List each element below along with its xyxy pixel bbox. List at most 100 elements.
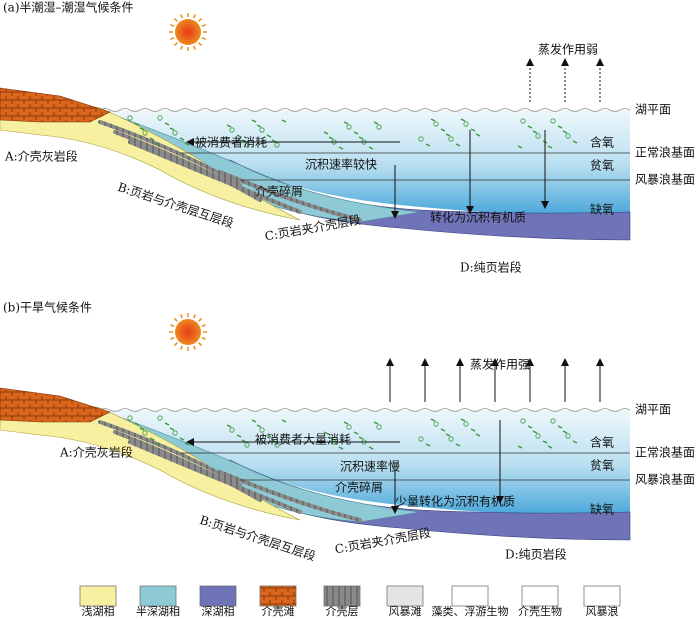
plankton	[535, 133, 541, 139]
plankton	[550, 118, 556, 124]
plankton	[259, 427, 265, 433]
sun-ray	[174, 42, 178, 46]
legend-label: 介壳生物	[518, 604, 562, 618]
plankton	[229, 427, 235, 433]
algae	[572, 440, 578, 444]
algae	[149, 437, 155, 441]
algae	[251, 119, 257, 123]
plankton	[565, 133, 571, 139]
algae	[470, 128, 476, 132]
sun	[175, 19, 201, 45]
plankton	[535, 433, 541, 439]
algae	[470, 428, 476, 432]
water	[100, 110, 630, 220]
boundary-label: 风暴浪基面	[635, 472, 695, 487]
lake-surface	[99, 108, 631, 112]
algae	[169, 427, 175, 431]
algae	[226, 424, 232, 428]
algae	[353, 431, 359, 435]
zone-label: 贫氧	[590, 158, 614, 173]
algae	[455, 143, 461, 147]
shell-layer	[218, 470, 362, 522]
panel-title: (b)干旱气候条件	[3, 300, 92, 315]
algae	[557, 425, 563, 429]
plankton	[172, 130, 178, 136]
algae	[460, 118, 466, 122]
algae	[139, 127, 145, 131]
shell-bank	[0, 87, 111, 123]
plankton	[229, 127, 235, 133]
shell-bank	[0, 387, 111, 423]
algae	[368, 446, 374, 450]
plankton	[433, 121, 439, 127]
algae	[527, 125, 533, 129]
sun-ray	[180, 45, 183, 50]
sun-ray	[180, 14, 183, 19]
plankton	[346, 124, 352, 130]
algae	[164, 422, 170, 426]
plankton	[157, 415, 163, 421]
algae	[251, 419, 257, 423]
plankton	[274, 442, 280, 448]
legend-label: 半深湖相	[136, 604, 180, 618]
legend-swatch	[521, 585, 559, 607]
zone-label: 含氧	[590, 435, 614, 450]
shell-layer	[128, 440, 302, 514]
plankton	[244, 442, 250, 448]
sun-ray	[193, 314, 196, 319]
sun-ray	[180, 345, 183, 350]
panel-title: (a)半潮湿–潮湿气候条件	[3, 0, 134, 15]
algae	[266, 434, 272, 438]
shell-layer	[128, 140, 302, 214]
algae	[368, 146, 374, 150]
plankton	[565, 433, 571, 439]
legend-swatch	[139, 585, 177, 607]
algae	[373, 121, 379, 125]
algae	[154, 442, 160, 446]
algae	[455, 443, 461, 447]
algae	[440, 428, 446, 432]
algae	[236, 434, 242, 438]
sun-ray	[170, 37, 175, 40]
sun-ray	[170, 337, 175, 340]
segment-label: A:介壳灰岩段	[4, 149, 78, 164]
legend-swatch	[583, 585, 621, 607]
legend-label: 深湖相	[202, 605, 235, 618]
segment-label: C:页岩夹介壳层段	[264, 212, 362, 244]
algae	[139, 427, 145, 431]
algae	[281, 119, 287, 123]
algae	[338, 146, 344, 150]
algae	[134, 422, 140, 426]
sun-ray	[174, 342, 178, 346]
algae	[134, 122, 140, 126]
algae	[154, 142, 160, 146]
process-label: 被消费者消耗	[195, 136, 267, 150]
algae	[517, 445, 523, 449]
legend-swatch	[259, 585, 297, 607]
algae	[445, 133, 451, 137]
sun-ray	[201, 24, 206, 27]
algae	[562, 130, 568, 134]
plankton	[346, 424, 352, 430]
algae	[164, 122, 170, 126]
plankton	[550, 418, 556, 424]
sun	[175, 319, 201, 345]
algae	[236, 134, 242, 138]
plankton	[259, 127, 265, 133]
plankton	[142, 430, 148, 436]
algae	[460, 418, 466, 422]
plankton	[463, 421, 469, 427]
algae	[358, 136, 364, 140]
boundary-label: 风暴浪基面	[635, 172, 695, 187]
sun-ray	[201, 37, 206, 40]
shell-layer	[218, 170, 362, 222]
algae	[226, 124, 232, 128]
plankton	[244, 142, 250, 148]
process-label: 沉积速率较快	[305, 157, 377, 172]
sun-ray	[193, 14, 196, 19]
legend-swatch	[199, 585, 237, 607]
algae	[281, 419, 287, 423]
algae	[440, 128, 446, 132]
zone-label: 缺氧	[590, 202, 614, 217]
segment-label: C:页岩夹介壳层段	[334, 525, 432, 557]
